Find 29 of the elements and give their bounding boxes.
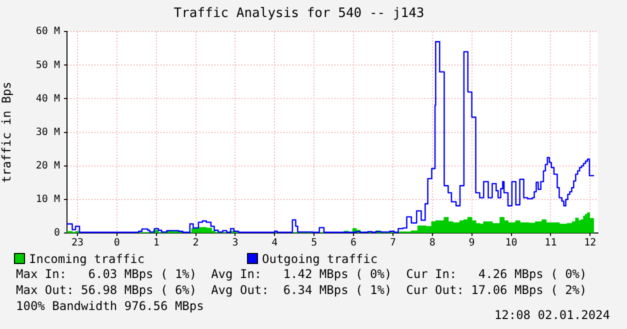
- y-tick-label: 30 M: [36, 126, 60, 138]
- x-tick-label: 2: [192, 238, 199, 249]
- x-tick-label: 12: [584, 238, 596, 249]
- y-tick-label: 10 M: [36, 194, 60, 206]
- x-tick-label: 5: [311, 238, 318, 249]
- x-tick-label: 0: [114, 238, 120, 249]
- legend-label: Outgoing traffic: [261, 252, 378, 266]
- y-tick-label: 50 M: [36, 60, 60, 71]
- y-tick-label: 40 M: [36, 93, 60, 104]
- x-tick-label: 23: [71, 238, 84, 249]
- y-axis-title: traffic in Bps: [0, 82, 14, 183]
- x-tick-label: 10: [505, 238, 518, 249]
- y-tick-label: 20 M: [36, 160, 60, 172]
- text: 100% Bandwidth 976.56 MBps: [16, 299, 204, 313]
- x-tick-label: 11: [544, 238, 557, 249]
- x-tick-label: 8: [429, 238, 436, 249]
- text: Max In: 6.03 MBps ( 1%) Avg In: 1.42 MBps ( 0%) Cur In: 4.26 MBps ( 0%): [16, 266, 587, 282]
- x-tick-label: 4: [272, 238, 278, 249]
- y-tick-label: 60 M: [36, 26, 60, 38]
- x-tick-label: 1: [153, 238, 160, 249]
- chart-title: Traffic Analysis for 540 -- j143: [174, 6, 424, 22]
- y-tick-label: 0: [54, 228, 60, 239]
- x-tick-label: 7: [390, 238, 396, 249]
- x-tick-label: 3: [232, 238, 238, 249]
- x-tick-label: 6: [350, 238, 357, 249]
- legend-label: Incoming traffic: [28, 252, 145, 266]
- x-tick-label: 9: [468, 238, 475, 249]
- text: Max Out: 56.98 MBps ( 6%) Avg Out: 6.34 MBps ( 1%) Cur Out: 17.06 MBps ( 2%): [16, 282, 587, 298]
- text: 12:08 02.01.2024: [494, 308, 610, 322]
